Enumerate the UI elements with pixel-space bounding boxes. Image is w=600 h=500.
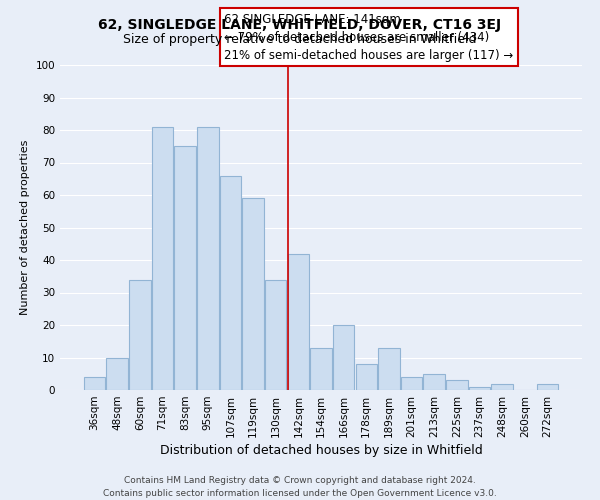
Bar — [333, 325, 355, 390]
Text: Size of property relative to detached houses in Whitfield: Size of property relative to detached ho… — [123, 32, 477, 46]
Bar — [491, 384, 513, 390]
Bar — [106, 358, 128, 390]
Bar — [197, 126, 218, 390]
Bar — [175, 146, 196, 390]
Bar — [220, 176, 241, 390]
Y-axis label: Number of detached properties: Number of detached properties — [20, 140, 30, 315]
Bar — [84, 377, 105, 390]
X-axis label: Distribution of detached houses by size in Whitfield: Distribution of detached houses by size … — [160, 444, 482, 457]
Bar — [401, 377, 422, 390]
Text: 62 SINGLEDGE LANE: 141sqm
← 79% of detached houses are smaller (434)
21% of semi: 62 SINGLEDGE LANE: 141sqm ← 79% of detac… — [224, 12, 514, 62]
Bar — [242, 198, 264, 390]
Bar — [537, 384, 558, 390]
Bar — [446, 380, 467, 390]
Bar — [287, 254, 309, 390]
Bar — [378, 348, 400, 390]
Bar — [129, 280, 151, 390]
Bar — [469, 387, 490, 390]
Bar — [265, 280, 286, 390]
Bar — [310, 348, 332, 390]
Bar — [152, 126, 173, 390]
Text: 62, SINGLEDGE LANE, WHITFIELD, DOVER, CT16 3EJ: 62, SINGLEDGE LANE, WHITFIELD, DOVER, CT… — [98, 18, 502, 32]
Text: Contains HM Land Registry data © Crown copyright and database right 2024.
Contai: Contains HM Land Registry data © Crown c… — [103, 476, 497, 498]
Bar — [356, 364, 377, 390]
Bar — [424, 374, 445, 390]
